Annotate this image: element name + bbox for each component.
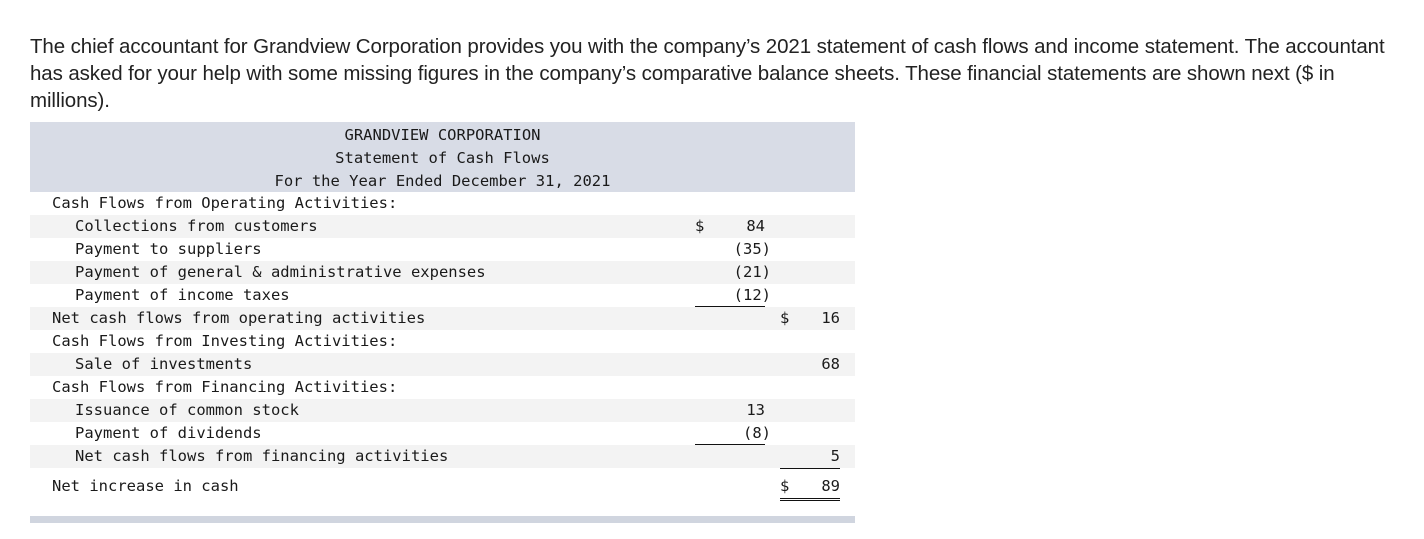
- table-row: Payment to suppliers (35): [30, 238, 855, 261]
- row-label: Issuance of common stock: [75, 401, 299, 419]
- subtotal-underline: (8): [695, 422, 771, 445]
- currency-symbol: $: [695, 217, 705, 235]
- table-row: Payment of income taxes (12): [30, 284, 855, 307]
- amount-value: 68: [821, 355, 840, 373]
- row-label: Cash Flows from Financing Activities:: [52, 378, 398, 396]
- row-label: Payment of general & administrative expe…: [75, 263, 486, 281]
- row-label: Cash Flows from Investing Activities:: [52, 332, 398, 350]
- subtotal-row-financing: Net cash flows from financing activities…: [30, 445, 855, 469]
- currency-symbol: $: [780, 477, 790, 495]
- section-heading-investing: Cash Flows from Investing Activities:: [30, 330, 855, 353]
- row-label: Net increase in cash: [52, 477, 239, 495]
- table-row: Payment of general & administrative expe…: [30, 261, 855, 284]
- amount-value: 5: [830, 447, 840, 465]
- row-label: Payment of income taxes: [75, 286, 290, 304]
- row-label: Sale of investments: [75, 355, 253, 373]
- row-label: Cash Flows from Operating Activities:: [52, 194, 398, 212]
- table-row: Payment of dividends (8): [30, 422, 855, 445]
- amount-value: 84: [746, 217, 765, 235]
- amount-value: (21): [733, 263, 771, 281]
- table-row: Issuance of common stock 13: [30, 399, 855, 422]
- currency-symbol: $: [780, 309, 790, 327]
- amount-value: 89: [821, 477, 840, 495]
- row-label: Net cash flows from operating activities: [52, 309, 426, 327]
- total-double-underline: $ 89: [780, 475, 840, 501]
- statement-period: For the Year Ended December 31, 2021: [274, 172, 611, 190]
- amount-value: (12): [733, 286, 771, 304]
- row-label: Payment of dividends: [75, 424, 262, 442]
- cash-flow-statement-table: GRANDVIEW CORPORATION Statement of Cash …: [30, 122, 855, 523]
- table-row: Collections from customers $ 84: [30, 215, 855, 238]
- amount-value: (35): [733, 240, 771, 258]
- row-label: Net cash flows from financing activities: [75, 447, 449, 465]
- problem-intro-text: The chief accountant for Grandview Corpo…: [30, 34, 1385, 112]
- subtotal-underline: 5: [780, 445, 840, 469]
- subtotal-row-operating: Net cash flows from operating activities…: [30, 307, 855, 330]
- section-heading-operating: Cash Flows from Operating Activities:: [30, 192, 855, 215]
- section-heading-financing: Cash Flows from Financing Activities:: [30, 376, 855, 399]
- statement-header: GRANDVIEW CORPORATION Statement of Cash …: [30, 122, 855, 192]
- company-name: GRANDVIEW CORPORATION: [344, 126, 541, 144]
- statement-title: Statement of Cash Flows: [335, 149, 550, 167]
- amount-value: 16: [821, 309, 840, 327]
- table-footer-bar: [30, 516, 855, 523]
- amount-value: (8): [743, 424, 771, 442]
- row-label: Payment to suppliers: [75, 240, 262, 258]
- subtotal-underline: (12): [695, 284, 771, 307]
- table-row: Sale of investments 68: [30, 353, 855, 376]
- row-label: Collections from customers: [75, 217, 318, 235]
- total-row-net-increase: Net increase in cash $ 89: [30, 475, 855, 501]
- amount-value: 13: [746, 401, 765, 419]
